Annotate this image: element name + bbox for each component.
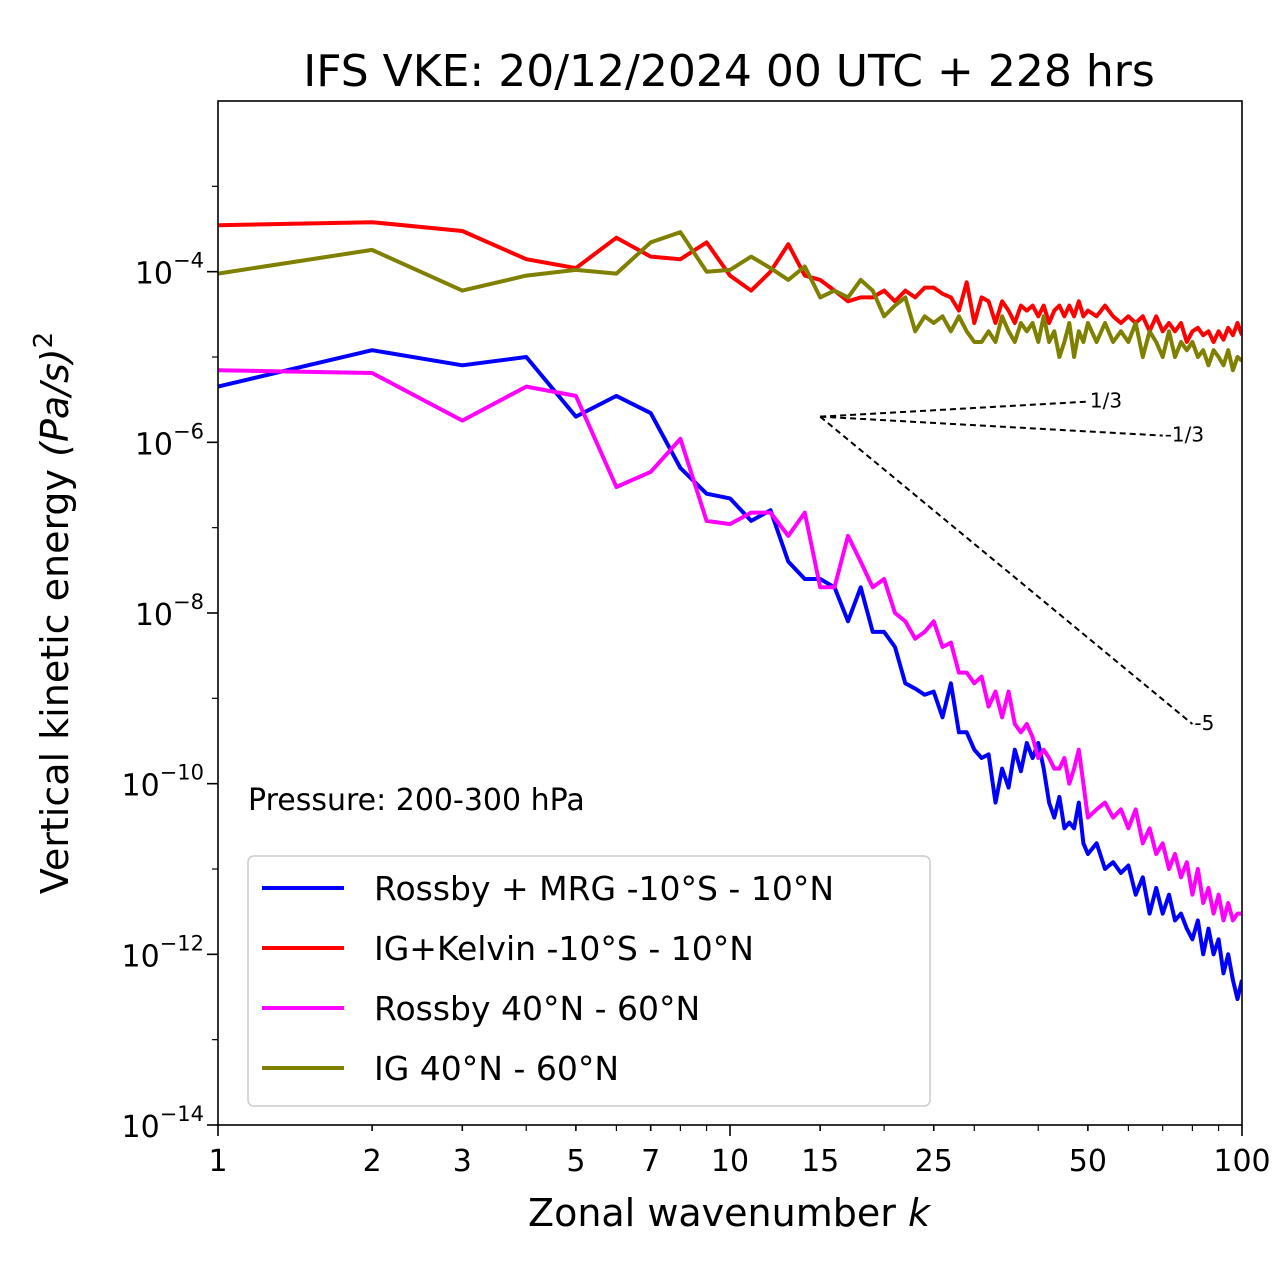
legend-label-3: IG 40°N - 60°N [374,1049,619,1088]
y-tick-label: 10−6 [135,419,204,462]
y-tick-label: 10−10 [121,761,204,804]
x-tick-label: 7 [641,1144,660,1179]
reference-line-0 [820,400,1088,418]
y-tick-label: 10−14 [121,1102,204,1145]
x-axis-label-text: Zonal wavenumber [528,1191,896,1235]
pressure-annotation: Pressure: 200-300 hPa [248,783,585,818]
legend-box [247,855,931,1107]
legend-items: Rossby + MRG -10°S - 10°N IG+Kelvin -10°S… [262,869,834,1088]
reference-line-1 [820,415,1163,437]
reference-line-2 [819,415,1194,725]
reference-slope-layer: 1/3 -1/3 -5 [819,389,1214,735]
x-tick-label: 2 [363,1144,382,1179]
x-axis: 1 2 3 5 7 10 15 25 50 100 [208,1125,1271,1179]
y-tick-label: 10−4 [135,249,204,292]
chart-title: IFS VKE: 20/12/2024 00 UTC + 228 hrs [303,46,1155,97]
x-axis-label-variable: k [908,1191,932,1235]
y-axis-label-text: Vertical kinetic energy [33,469,77,894]
x-tick-label: 25 [915,1144,953,1179]
legend-label-0: Rossby + MRG -10°S - 10°N [374,869,834,908]
y-tick-label: 10−12 [121,931,204,974]
y-tick-label: 10−8 [135,590,204,633]
legend-label-1: IG+Kelvin -10°S - 10°N [374,929,754,968]
legend: Rossby + MRG -10°S - 10°N IG+Kelvin -10°S… [247,855,931,1107]
series-layer [218,220,1242,1001]
x-tick-label: 5 [566,1144,585,1179]
y-axis-label-unit: (Pa/s) [33,348,77,456]
x-tick-label: 15 [801,1144,839,1179]
legend-label-2: Rossby 40°N - 60°N [374,989,700,1028]
x-tick-label: 10 [711,1144,749,1179]
x-tick-label: 3 [453,1144,472,1179]
series-line-3 [218,230,1242,373]
y-axis-label: Vertical kinetic energy (Pa/s)2 [29,332,77,894]
x-axis-label: Zonal wavenumber k [528,1191,932,1235]
y-axis: 10−14 10−12 10−10 10−8 10−6 10−4 [121,185,218,1145]
x-tick-label: 1 [208,1144,227,1179]
x-tick-label: 100 [1213,1144,1270,1179]
reference-line-label-0: 1/3 [1090,389,1122,413]
reference-line-label-2: -5 [1194,711,1214,735]
reference-line-label-1: -1/3 [1165,423,1204,447]
series-line-2 [218,368,1242,923]
x-tick-label: 50 [1069,1144,1107,1179]
y-axis-label-unit-exponent: 2 [29,332,59,349]
series-line-0 [218,348,1242,1001]
series-line-1 [218,220,1242,344]
